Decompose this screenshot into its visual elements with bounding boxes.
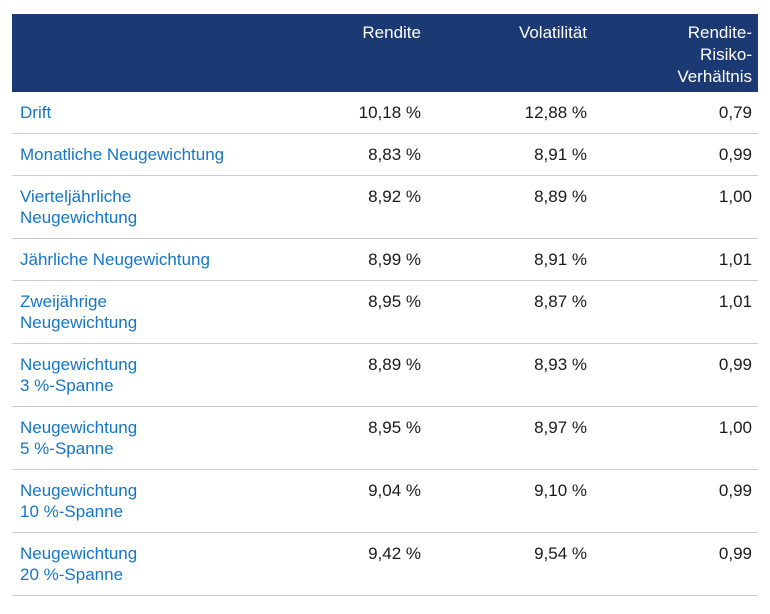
rendite-value: 9,42 % <box>368 544 421 563</box>
row-label: Neugewichtung 5 %-Spanne <box>20 418 138 458</box>
table-row: Zweijährige Neugewichtung 8,95 % 8,87 % … <box>12 281 758 344</box>
rendite-value: 10,18 % <box>358 103 421 122</box>
table-row: Neugewichtung 10 %-Spanne 9,04 % 9,10 % … <box>12 470 758 533</box>
performance-table: Rendite Volatilität Rendite- Risiko- Ver… <box>12 14 758 596</box>
rendite-risiko-verhaeltnis-value: 1,01 <box>718 250 752 269</box>
volatilitaet-value: 8,91 % <box>534 145 587 164</box>
rendite-value: 8,99 % <box>368 250 421 269</box>
rendite-risiko-verhaeltnis-value: 0,79 <box>718 103 752 122</box>
table-header-row: Rendite Volatilität Rendite- Risiko- Ver… <box>12 14 758 92</box>
table-row: Monatliche Neugewichtung 8,83 % 8,91 % 0… <box>12 134 758 176</box>
rendite-risiko-verhaeltnis-value: 0,99 <box>718 544 752 563</box>
rendite-value: 8,83 % <box>368 145 421 164</box>
row-label: Zweijährige Neugewichtung <box>20 292 138 332</box>
row-label: Vierteljährliche Neugewichtung <box>20 187 138 227</box>
table-row: Neugewichtung 20 %-Spanne 9,42 % 9,54 % … <box>12 533 758 596</box>
rendite-value: 8,92 % <box>368 187 421 206</box>
rendite-value: 8,95 % <box>368 418 421 437</box>
table-body: Drift 10,18 % 12,88 % 0,79 Monatliche Ne… <box>12 92 758 596</box>
row-label: Jährliche Neugewichtung <box>20 250 210 269</box>
table-row: Vierteljährliche Neugewichtung 8,92 % 8,… <box>12 176 758 239</box>
rendite-risiko-verhaeltnis-value: 1,00 <box>718 187 752 206</box>
volatilitaet-value: 8,89 % <box>534 187 587 206</box>
rendite-risiko-verhaeltnis-value: 1,01 <box>718 292 752 311</box>
row-label: Neugewichtung 3 %-Spanne <box>20 355 138 395</box>
volatilitaet-value: 8,93 % <box>534 355 587 374</box>
rendite-risiko-verhaeltnis-value: 0,99 <box>718 145 752 164</box>
row-label: Neugewichtung 20 %-Spanne <box>20 544 138 584</box>
table-row: Drift 10,18 % 12,88 % 0,79 <box>12 92 758 134</box>
volatilitaet-value: 9,10 % <box>534 481 587 500</box>
volatilitaet-value: 12,88 % <box>524 103 587 122</box>
col-header-rendite: Rendite <box>362 23 421 42</box>
rendite-risiko-verhaeltnis-value: 0,99 <box>718 355 752 374</box>
table-row: Jährliche Neugewichtung 8,99 % 8,91 % 1,… <box>12 239 758 281</box>
volatilitaet-value: 9,54 % <box>534 544 587 563</box>
col-header-rendite-risiko-verhaeltnis: Rendite- Risiko- Verhältnis <box>677 23 752 86</box>
rendite-risiko-verhaeltnis-value: 0,99 <box>718 481 752 500</box>
volatilitaet-value: 8,91 % <box>534 250 587 269</box>
row-label: Drift <box>20 103 52 122</box>
rendite-value: 8,89 % <box>368 355 421 374</box>
col-header-volatilitaet: Volatilität <box>518 23 587 42</box>
table-row: Neugewichtung 3 %-Spanne 8,89 % 8,93 % 0… <box>12 344 758 407</box>
rendite-risiko-verhaeltnis-value: 1,00 <box>718 418 752 437</box>
table-row: Neugewichtung 5 %-Spanne 8,95 % 8,97 % 1… <box>12 407 758 470</box>
volatilitaet-value: 8,87 % <box>534 292 587 311</box>
rendite-value: 8,95 % <box>368 292 421 311</box>
row-label: Monatliche Neugewichtung <box>20 145 225 164</box>
rendite-value: 9,04 % <box>368 481 421 500</box>
volatilitaet-value: 8,97 % <box>534 418 587 437</box>
row-label: Neugewichtung 10 %-Spanne <box>20 481 138 521</box>
